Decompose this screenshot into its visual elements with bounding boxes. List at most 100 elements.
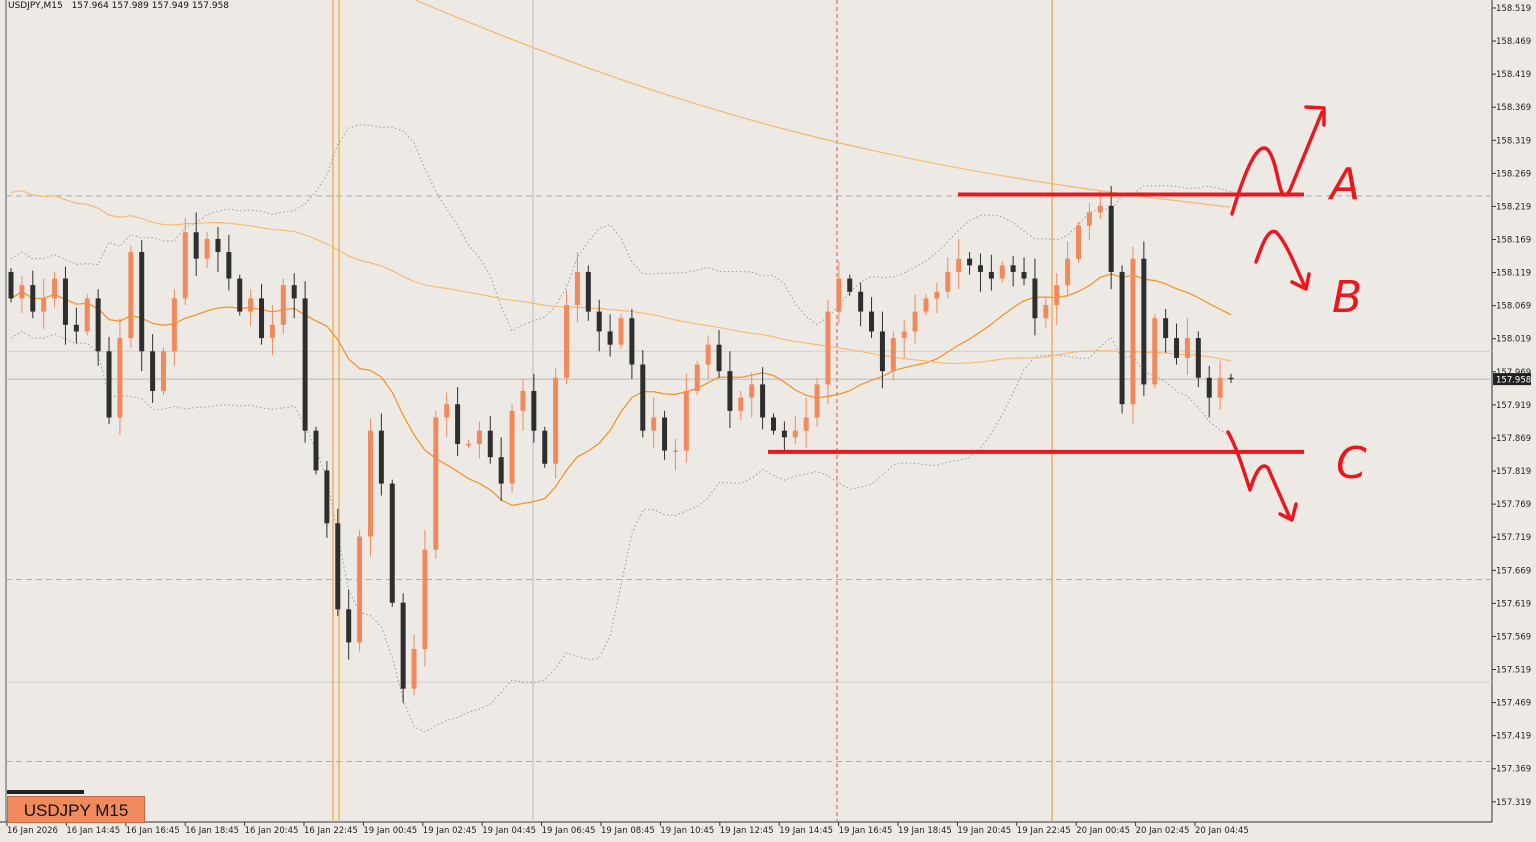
- price-tick-label: 157.669: [1496, 566, 1531, 576]
- price-tick-label: 158.369: [1496, 103, 1531, 113]
- time-axis: 16 Jan 2026 16 Jan 14:45 16 Jan 16:45 16 Ja…: [6, 822, 1249, 836]
- candle-body: [62, 278, 68, 325]
- scenario-a-arrowhead: [1304, 105, 1326, 127]
- chart-header: USDJPY,M15 157.964 157.989 157.949 157.9…: [8, 1, 229, 11]
- candle-body: [945, 271, 951, 292]
- price-tick-label: 158.469: [1496, 37, 1531, 47]
- candle-body: [847, 278, 853, 292]
- candle-body: [803, 417, 809, 431]
- candle-body: [923, 298, 929, 312]
- time-tick-label: 19 Jan 18:45: [898, 826, 952, 836]
- candle-body: [139, 252, 145, 352]
- candle-body: [771, 417, 776, 431]
- price-tick-label: 157.869: [1496, 434, 1531, 444]
- candle-body: [1152, 318, 1158, 385]
- bollinger-bands: [10, 124, 1232, 733]
- candle-body: [1108, 205, 1114, 272]
- candle-body: [1076, 225, 1081, 259]
- time-tick-label: 19 Jan 22:45: [1017, 826, 1071, 836]
- candles-layer: [8, 185, 1234, 704]
- price-tick-label: 157.569: [1496, 632, 1531, 642]
- candle-body: [1065, 258, 1071, 286]
- candle-body: [41, 298, 47, 312]
- price-tick-label: 158.519: [1496, 4, 1531, 14]
- price-tick-label: 157.419: [1496, 732, 1531, 742]
- price-tick-label: 158.119: [1496, 269, 1531, 279]
- time-tick-label: 16 Jan 20:45: [245, 826, 299, 836]
- scenario-b-arrowhead: [1290, 272, 1311, 291]
- time-tick-label: 19 Jan 10:45: [660, 826, 714, 836]
- time-tick-label: 19 Jan 06:45: [542, 826, 596, 836]
- candle-body: [694, 364, 700, 391]
- price-tick-label: 158.319: [1496, 136, 1531, 146]
- candle-body: [19, 285, 25, 299]
- candle-body: [73, 324, 79, 332]
- price-tick-label: 157.469: [1496, 699, 1531, 709]
- slow-moving-average: [10, 190, 1232, 364]
- candle-body: [150, 351, 156, 391]
- candle-body: [564, 305, 570, 378]
- price-tick-label: 158.269: [1496, 169, 1531, 179]
- candle-body: [869, 311, 875, 332]
- price-tick-label: 157.769: [1496, 500, 1531, 510]
- price-tick-label: 157.969: [1496, 368, 1531, 378]
- candle-body: [1086, 212, 1092, 226]
- candle-body: [280, 285, 286, 325]
- candle-body: [226, 252, 232, 279]
- time-tick-label: 16 Jan 2026: [7, 826, 58, 836]
- scenario-c-arrowhead: [1278, 502, 1298, 522]
- candle-body: [30, 285, 36, 312]
- candle-body: [934, 291, 940, 299]
- candle-body: [912, 311, 918, 332]
- price-tick-label: 158.219: [1496, 202, 1531, 212]
- candle-body: [433, 417, 439, 550]
- price-tick-label: 157.369: [1496, 765, 1531, 775]
- price-axis: 158.519 158.469 158.419 158.369 158.319 158.2…: [1492, 4, 1531, 808]
- candle-body: [781, 430, 787, 438]
- price-tick-label: 158.169: [1496, 236, 1531, 246]
- candle-body: [335, 523, 341, 610]
- candle-body: [760, 384, 766, 418]
- candle-body: [487, 430, 493, 458]
- candle-body: [367, 430, 373, 537]
- candle-body: [193, 232, 199, 259]
- candle-body: [237, 278, 243, 312]
- candle-body: [128, 252, 134, 339]
- price-tick-label: 157.919: [1496, 401, 1531, 411]
- price-tick-label: 157.719: [1496, 533, 1531, 543]
- time-tick-label: 19 Jan 02:45: [423, 826, 477, 836]
- time-tick-label: 20 Jan 02:45: [1136, 826, 1190, 836]
- time-tick-label: 19 Jan 04:45: [482, 826, 536, 836]
- candle-body: [738, 397, 744, 411]
- scenario-b-arrow: [1254, 229, 1307, 289]
- candle-body: [52, 278, 58, 299]
- candle-body: [662, 417, 668, 451]
- candle-body: [1010, 265, 1016, 272]
- scenario-c-arrow: [1226, 430, 1292, 520]
- time-tick-label: 19 Jan 14:45: [779, 826, 833, 836]
- candle-body: [574, 271, 580, 305]
- candle-body: [640, 364, 646, 431]
- candle-body: [1054, 285, 1060, 305]
- time-tick-label: 16 Jan 22:45: [304, 826, 358, 836]
- candle-body: [215, 238, 221, 253]
- time-tick-label: 16 Jan 14:45: [66, 826, 120, 836]
- symbol-badge[interactable]: USDJPY M15: [7, 796, 145, 823]
- price-tick-label: 158.019: [1496, 335, 1531, 345]
- upper-band: [10, 124, 1232, 332]
- candle-body: [106, 351, 112, 418]
- scenario-label-a: A: [1327, 159, 1360, 210]
- scenario-label-b: B: [1332, 272, 1362, 323]
- candle-body: [585, 271, 591, 312]
- price-tick-label: 157.319: [1496, 798, 1531, 808]
- candle-body: [836, 278, 842, 312]
- candle-body: [716, 344, 722, 372]
- candle-body: [291, 285, 297, 299]
- candle-body: [1228, 377, 1234, 380]
- candle-body: [520, 391, 526, 411]
- candle-body: [977, 265, 983, 272]
- candle-body: [248, 298, 254, 312]
- scenario-a-arrow: [1230, 110, 1324, 216]
